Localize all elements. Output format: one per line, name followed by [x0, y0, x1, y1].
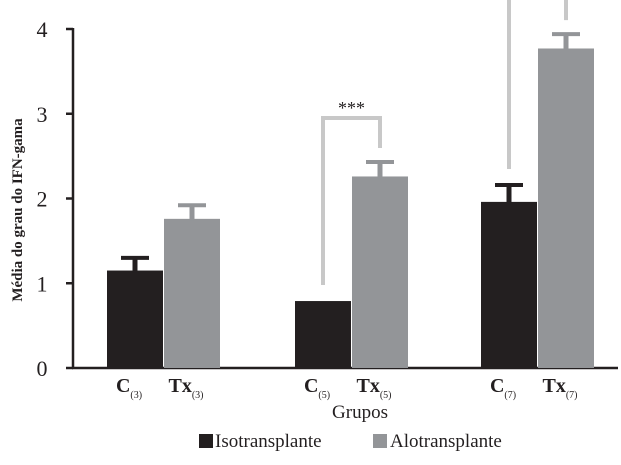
significance-brackets: ****** — [321, 0, 568, 286]
bar — [164, 218, 220, 368]
y-axis-label: Média do grau do IFN-gama — [10, 118, 26, 302]
category-label: Tx(5) — [356, 375, 391, 401]
category-label: C(3) — [116, 375, 142, 401]
y-tick-label: 1 — [37, 271, 48, 296]
category-label-subscript: (7) — [504, 390, 516, 401]
category-label-subscript: (7) — [566, 390, 578, 401]
bar — [481, 201, 537, 368]
category-label: C(5) — [304, 375, 330, 401]
bars — [107, 32, 594, 369]
legend-label-isotransplante: Isotransplante — [215, 431, 322, 452]
y-tick-label: 4 — [37, 17, 48, 42]
category-label-main: C — [490, 375, 504, 397]
category-label-subscript: (5) — [318, 390, 330, 401]
category-label: Tx(3) — [168, 375, 203, 401]
legend-swatch-isotransplante — [199, 434, 213, 448]
significance-label: *** — [338, 98, 365, 118]
significance-bracket — [507, 0, 568, 169]
legend: Isotransplante Alotransplante — [199, 431, 502, 452]
legend-label-alotransplante: Alotransplante — [390, 431, 502, 452]
category-label-subscript: (3) — [130, 390, 142, 401]
category-label-main: Tx — [168, 375, 191, 397]
legend-swatch-alotransplante — [373, 434, 387, 448]
y-tick-label: 0 — [37, 356, 48, 381]
bar — [352, 176, 408, 368]
y-tick-label: 2 — [37, 187, 48, 212]
bar — [295, 301, 351, 368]
category-label-subscript: (5) — [380, 390, 392, 401]
category-label-main: C — [116, 375, 130, 397]
y-tick-label: 3 — [37, 102, 48, 127]
category-labels: C(3) Tx(3) C(5) Tx(5) C(7) Tx(7) — [116, 375, 578, 401]
category-label-main: Tx — [356, 375, 379, 397]
bar — [538, 48, 594, 369]
category-label-main: Tx — [542, 375, 565, 397]
x-axis-label: Grupos — [332, 402, 388, 423]
category-label: C(7) — [490, 375, 516, 401]
significance-bracket — [321, 116, 382, 286]
category-label: Tx(7) — [542, 375, 577, 401]
bar — [107, 270, 163, 368]
category-label-subscript: (3) — [192, 390, 204, 401]
category-label-main: C — [304, 375, 318, 397]
